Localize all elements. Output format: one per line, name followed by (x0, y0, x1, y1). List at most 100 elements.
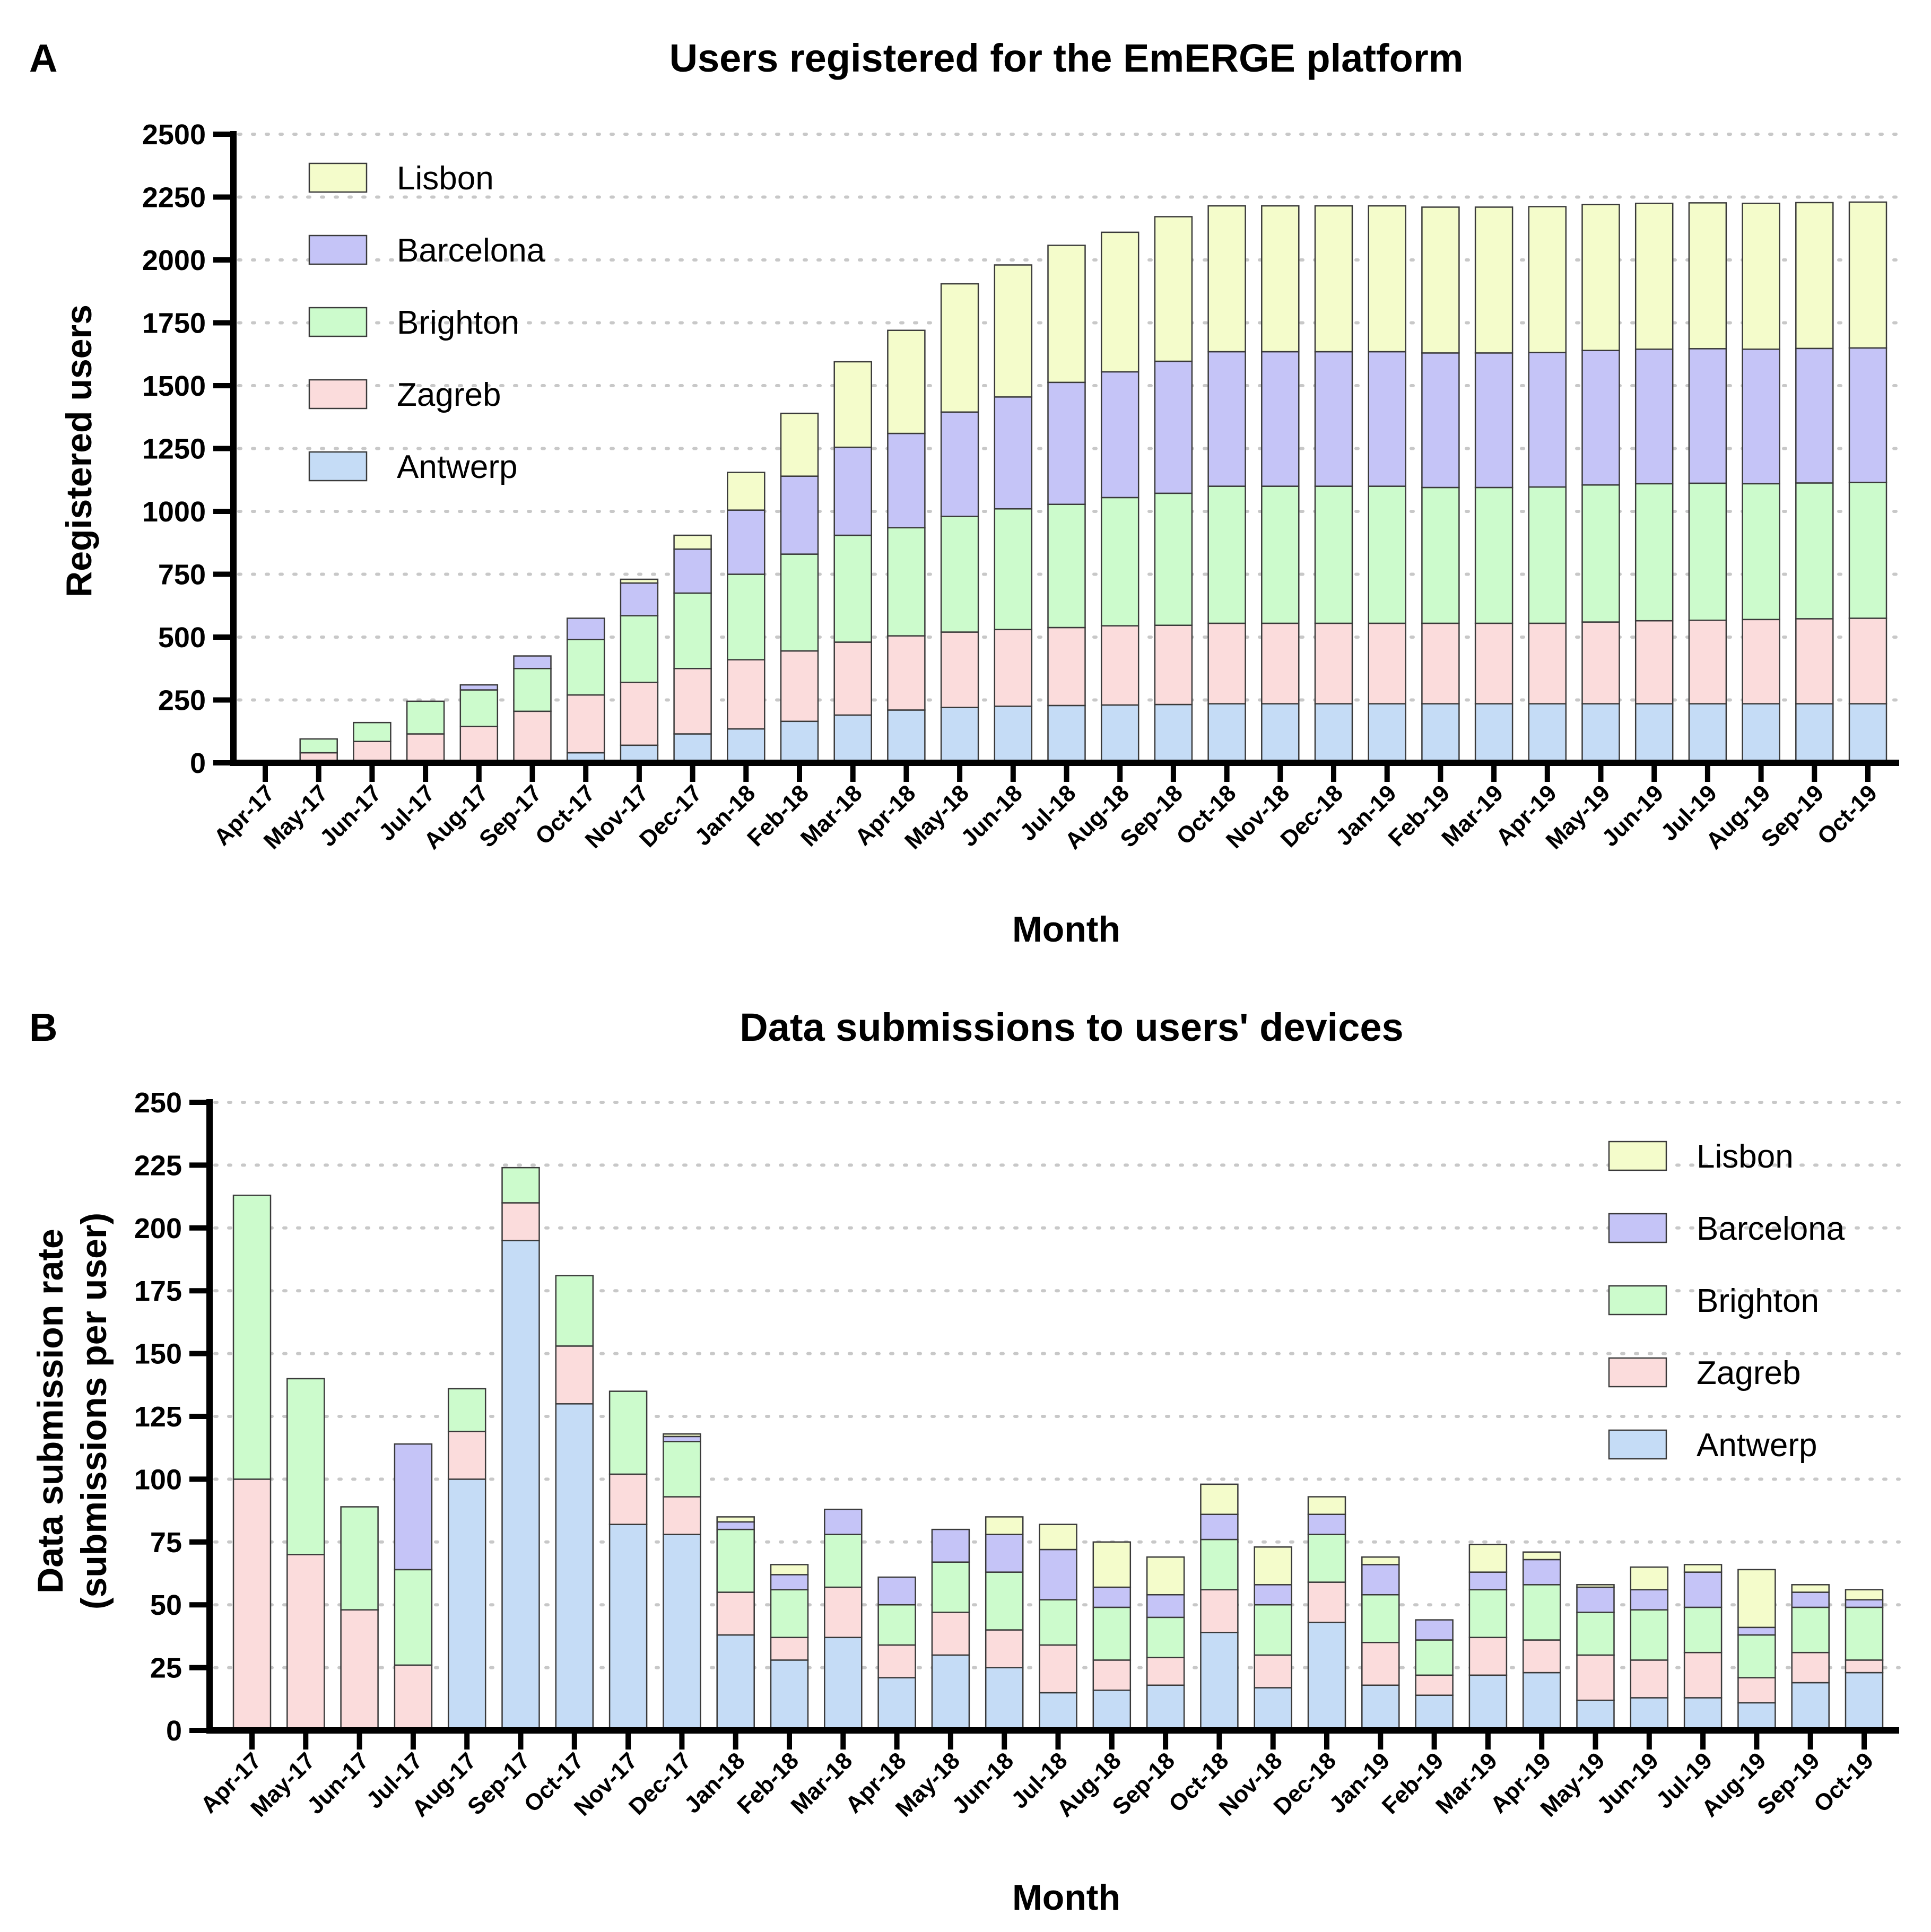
y-tick-label: 150 (134, 1338, 182, 1370)
bar-antwerp-may-18 (931, 1654, 970, 1731)
bar-barcelona-may-19 (1576, 1586, 1615, 1613)
bar-brighton-dec-18 (1314, 485, 1353, 624)
bar-brighton-sep-17 (513, 668, 552, 712)
bar-antwerp-jun-18 (985, 1667, 1024, 1731)
bar-brighton-mar-19 (1468, 1589, 1508, 1639)
bar-zagreb-dec-18 (1314, 622, 1353, 704)
bar-lisbon-nov-17 (620, 578, 659, 584)
bar-lisbon-mar-19 (1474, 206, 1514, 354)
bar-lisbon-mar-18 (833, 361, 872, 448)
bar-barcelona-apr-18 (877, 1576, 916, 1606)
bar-zagreb-may-19 (1581, 621, 1620, 704)
bar-brighton-apr-18 (887, 527, 926, 637)
bar-lisbon-apr-18 (887, 329, 926, 434)
bar-barcelona-apr-19 (1522, 1559, 1561, 1586)
bar-brighton-apr-19 (1522, 1584, 1561, 1641)
bar-lisbon-apr-19 (1522, 1551, 1561, 1561)
bar-barcelona-may-18 (940, 411, 979, 517)
legend-label-lisbon: Lisbon (1697, 1138, 1794, 1175)
bar-zagreb-feb-18 (780, 650, 819, 723)
bar-antwerp-jun-19 (1630, 1697, 1669, 1731)
bar-brighton-oct-17 (555, 1275, 594, 1347)
bar-lisbon-oct-18 (1207, 205, 1246, 353)
bar-zagreb-sep-17 (513, 710, 552, 761)
bar-antwerp-jul-19 (1683, 1697, 1723, 1731)
legend-label-zagreb: Zagreb (397, 377, 501, 413)
bar-zagreb-sep-19 (1791, 1651, 1830, 1684)
bar-zagreb-aug-18 (1100, 625, 1140, 706)
bar-barcelona-dec-18 (1307, 1513, 1346, 1535)
bar-barcelona-sep-18 (1154, 360, 1193, 494)
bar-zagreb-jun-18 (994, 629, 1033, 707)
bar-lisbon-jan-19 (1361, 1556, 1400, 1565)
bar-zagreb-jan-18 (727, 659, 766, 730)
bar-brighton-mar-18 (833, 534, 872, 643)
bar-antwerp-aug-18 (1092, 1689, 1132, 1731)
bar-antwerp-aug-19 (1742, 703, 1780, 764)
bar-brighton-jan-19 (1361, 1594, 1400, 1643)
bar-lisbon-jun-18 (985, 1516, 1024, 1535)
legend-swatch-brighton (1608, 1285, 1667, 1316)
bar-antwerp-sep-19 (1791, 1682, 1830, 1731)
bar-antwerp-jan-18 (727, 728, 766, 764)
bar-brighton-aug-18 (1100, 497, 1140, 626)
bar-barcelona-jan-19 (1361, 1564, 1400, 1596)
bar-barcelona-jul-18 (1047, 381, 1086, 505)
legend-label-barcelona: Barcelona (1697, 1211, 1845, 1247)
bar-barcelona-feb-18 (780, 475, 819, 555)
chart-title-b: Data submissions to users' devices (740, 1005, 1403, 1049)
legend-label-brighton: Brighton (397, 304, 519, 341)
bar-brighton-jul-17 (406, 700, 445, 735)
bar-antwerp-feb-18 (780, 720, 819, 764)
bar-antwerp-dec-18 (1307, 1622, 1346, 1731)
bar-lisbon-feb-18 (780, 412, 819, 477)
bar-barcelona-mar-18 (824, 1508, 863, 1535)
bar-brighton-sep-18 (1154, 492, 1193, 626)
bar-brighton-jul-19 (1683, 1606, 1723, 1653)
bar-brighton-aug-19 (1737, 1634, 1776, 1678)
bar-zagreb-jul-18 (1039, 1644, 1077, 1694)
legend-swatch-barcelona (308, 234, 368, 265)
bar-antwerp-oct-18 (1200, 1632, 1239, 1731)
bar-barcelona-jul-19 (1688, 348, 1727, 484)
bar-brighton-may-19 (1576, 1612, 1615, 1656)
bar-zagreb-sep-18 (1154, 624, 1193, 706)
chart-b-legend: Lisbon Barcelona Brighton Zagreb Antwerp (1608, 1138, 1845, 1464)
bar-lisbon-may-18 (940, 283, 979, 413)
bar-zagreb-sep-17 (501, 1202, 540, 1241)
bar-lisbon-sep-19 (1795, 202, 1834, 350)
bar-barcelona-jul-17 (394, 1443, 433, 1571)
bar-barcelona-may-18 (931, 1528, 970, 1563)
legend-swatch-zagreb (1608, 1357, 1667, 1388)
bar-zagreb-may-18 (940, 631, 979, 708)
bar-lisbon-dec-17 (663, 1433, 701, 1438)
bar-barcelona-dec-17 (663, 1435, 701, 1442)
bar-barcelona-oct-19 (1845, 1599, 1884, 1608)
bar-zagreb-jan-18 (716, 1591, 755, 1636)
bar-zagreb-jul-17 (406, 733, 445, 764)
bar-barcelona-sep-19 (1795, 347, 1834, 484)
bar-zagreb-oct-18 (1207, 622, 1246, 704)
bar-zagreb-apr-18 (877, 1644, 916, 1678)
bar-lisbon-nov-18 (1261, 205, 1300, 353)
bar-antwerp-aug-17 (447, 1478, 486, 1731)
bar-barcelona-nov-18 (1261, 351, 1300, 487)
bar-barcelona-sep-18 (1146, 1594, 1185, 1618)
bar-antwerp-oct-17 (555, 1403, 594, 1731)
bar-brighton-apr-17 (232, 1194, 272, 1480)
bar-zagreb-dec-18 (1307, 1581, 1346, 1623)
y-tick-label: 100 (134, 1464, 182, 1495)
legend-swatch-barcelona (1608, 1213, 1667, 1243)
bar-zagreb-may-17 (286, 1554, 325, 1731)
bar-lisbon-jun-18 (994, 264, 1033, 398)
bar-brighton-mar-19 (1474, 486, 1514, 624)
bar-lisbon-jan-18 (716, 1516, 755, 1523)
bar-brighton-dec-17 (663, 1441, 701, 1498)
bar-antwerp-aug-18 (1100, 704, 1140, 764)
bar-antwerp-oct-19 (1845, 1672, 1884, 1731)
legend-swatch-antwerp (308, 451, 368, 482)
legend-label-zagreb: Zagreb (1697, 1355, 1800, 1391)
bar-zagreb-dec-17 (663, 1496, 701, 1535)
bar-zagreb-feb-19 (1421, 622, 1460, 704)
chart-b-axes (189, 1099, 1899, 1750)
